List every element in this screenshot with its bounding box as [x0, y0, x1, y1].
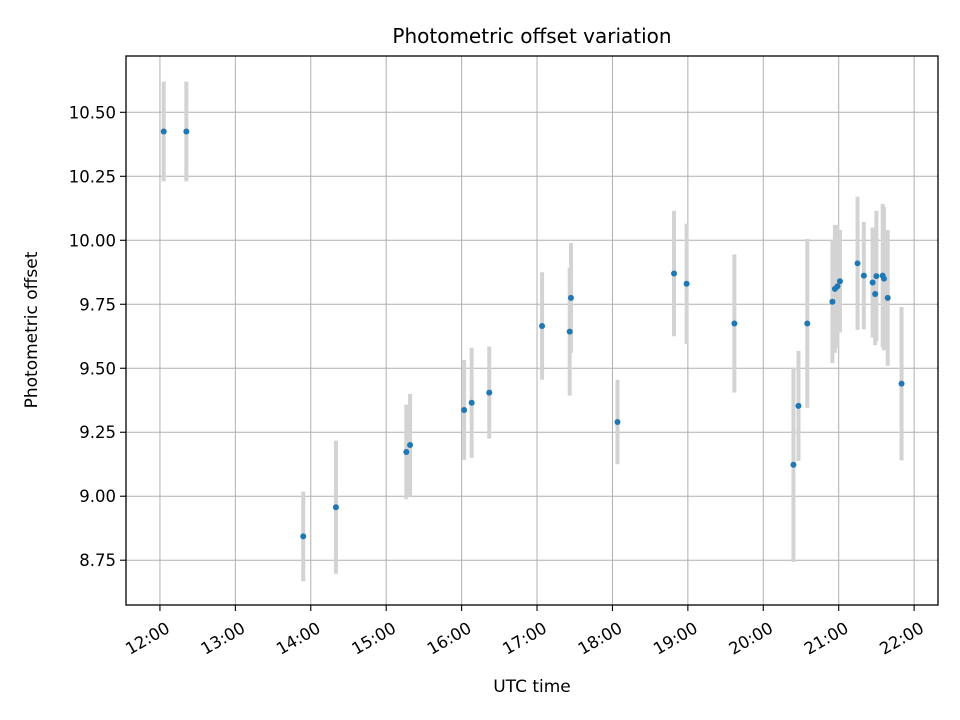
- data-point: [834, 283, 841, 290]
- data-point: [300, 533, 307, 540]
- data-point: [539, 323, 546, 330]
- data-point: [461, 406, 468, 413]
- data-point: [332, 504, 339, 511]
- data-points: [160, 128, 905, 540]
- x-tick-label: 18:00: [575, 618, 626, 658]
- data-point: [566, 328, 573, 335]
- data-point: [731, 320, 738, 327]
- data-point: [671, 270, 678, 277]
- plot-frame: [125, 55, 939, 606]
- data-point: [183, 128, 190, 135]
- y-tick-label: 10.50: [69, 103, 116, 122]
- chart-title: Photometric offset variation: [392, 24, 671, 48]
- y-tick-label: 8.75: [79, 551, 116, 570]
- x-tick-label: 14:00: [273, 618, 324, 658]
- y-tick-label: 9.75: [79, 295, 116, 314]
- data-point: [854, 260, 861, 267]
- x-tick-label: 22:00: [876, 618, 927, 658]
- x-tick-label: 17:00: [499, 618, 550, 658]
- data-point: [790, 461, 797, 468]
- data-point: [683, 280, 690, 287]
- x-axis-label: UTC time: [493, 677, 571, 697]
- data-point: [614, 419, 621, 425]
- data-point: [407, 442, 414, 449]
- data-point: [486, 389, 493, 396]
- data-point: [869, 279, 876, 286]
- y-tick-label: 10.25: [69, 167, 116, 186]
- y-axis: 8.75 9.00 9.25 9.50 9.75 10.00 10.25 10.50: [69, 103, 126, 570]
- y-tick-label: 9.50: [79, 359, 116, 378]
- y-tick-label: 9.25: [79, 423, 116, 442]
- x-tick-label: 12:00: [122, 618, 173, 658]
- grid: [126, 56, 938, 605]
- data-point: [860, 272, 867, 279]
- data-point: [872, 291, 879, 298]
- data-point: [403, 448, 410, 455]
- data-point: [880, 275, 887, 282]
- x-tick-label: 19:00: [650, 618, 701, 658]
- data-point: [804, 320, 811, 327]
- x-tick-label: 15:00: [349, 618, 400, 658]
- data-point: [160, 128, 167, 135]
- data-point: [795, 402, 802, 409]
- error-bars: [161, 81, 904, 582]
- y-tick-label: 10.00: [69, 231, 116, 250]
- data-point: [836, 278, 843, 285]
- data-point: [829, 298, 836, 305]
- data-point: [873, 273, 880, 280]
- y-tick-label: 9.00: [79, 487, 116, 506]
- x-tick-label: 16:00: [424, 618, 475, 658]
- x-tick-label: 13:00: [198, 618, 249, 658]
- data-point: [567, 294, 574, 301]
- x-tick-label: 20:00: [726, 618, 777, 658]
- data-point: [898, 380, 905, 387]
- x-tick-label: 21:00: [801, 618, 852, 658]
- data-point: [468, 399, 475, 406]
- x-axis: 12:00 13:00 14:00 15:00 16:00 17:00 18:00 19:00…: [122, 605, 927, 659]
- data-point: [884, 294, 891, 301]
- y-axis-label: Photometric offset: [22, 251, 42, 408]
